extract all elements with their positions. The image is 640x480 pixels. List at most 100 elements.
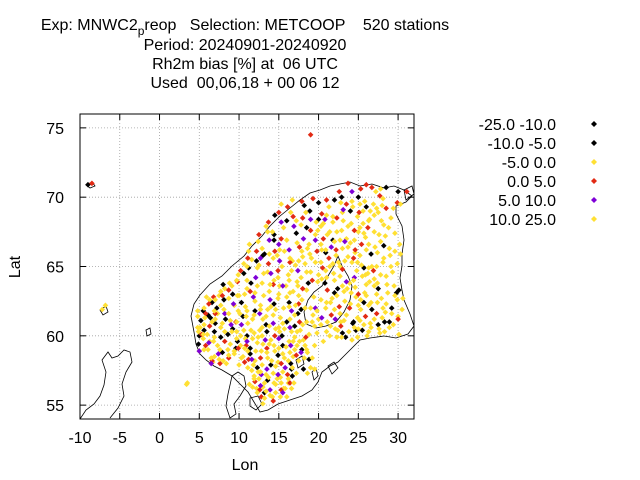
data-point: [333, 252, 339, 259]
data-point: [383, 301, 389, 307]
data-point: [272, 333, 278, 339]
data-point: [244, 338, 250, 345]
data-point: [251, 330, 257, 336]
data-point: [201, 327, 207, 334]
data-point: [264, 269, 271, 275]
data-point: [201, 305, 207, 311]
data-point: [343, 278, 350, 285]
x-tick-label: 0: [155, 430, 164, 447]
data-point: [217, 324, 224, 331]
x-tick-label: 10: [230, 430, 248, 447]
data-point: [206, 301, 212, 307]
data-point: [216, 356, 222, 363]
data-point: [281, 355, 288, 361]
data-point: [233, 335, 240, 342]
data-point: [310, 195, 316, 202]
data-point: [334, 215, 340, 221]
data-point: [247, 351, 253, 357]
data-point: [258, 371, 265, 378]
data-point: [338, 227, 345, 234]
data-point: [275, 359, 281, 365]
data-point: [365, 224, 371, 231]
data-point: [256, 387, 263, 393]
data-point: [322, 267, 329, 274]
data-point: [377, 238, 384, 245]
data-point: [252, 274, 259, 281]
data-point: [354, 314, 361, 321]
data-point: [342, 298, 348, 304]
data-point: [322, 216, 328, 223]
data-point: [339, 283, 346, 289]
data-point: [303, 224, 310, 231]
data-point: [250, 362, 257, 368]
data-point: [314, 330, 320, 336]
data-point: [225, 331, 231, 338]
data-point: [207, 314, 214, 321]
legend-label: -5.0 0.0: [502, 155, 556, 172]
data-point: [265, 260, 272, 267]
data-point: [201, 321, 207, 328]
legend: -25.0 -10.0 -10.0 -5.0 -5.0 0.0 0.0 5.0 5.0 …: [479, 117, 597, 229]
data-point: [396, 287, 402, 293]
data-point: [241, 359, 248, 365]
data-point: [272, 389, 279, 396]
data-point: [299, 285, 306, 292]
data-point: [244, 285, 250, 292]
data-point: [252, 357, 258, 364]
legend-label: 0.0 5.0: [507, 174, 556, 191]
data-point: [89, 180, 95, 187]
data-point: [293, 230, 300, 237]
data-point: [312, 259, 319, 266]
data-point: [221, 296, 227, 303]
x-tick-label: -5: [113, 430, 127, 447]
data-point: [196, 348, 203, 354]
data-point: [309, 319, 316, 325]
data-point: [293, 370, 300, 377]
data-point: [395, 316, 401, 322]
data-point: [359, 327, 366, 334]
data-point: [339, 266, 346, 273]
data-point: [202, 342, 209, 349]
data-point: [257, 302, 264, 309]
data-point: [276, 335, 282, 342]
data-point: [237, 333, 244, 339]
data-point: [289, 364, 296, 371]
data-point: [279, 389, 286, 396]
data-point: [215, 351, 222, 357]
data-point: [338, 323, 344, 329]
data-point: [242, 303, 249, 310]
data-point: [278, 219, 284, 225]
data-point: [233, 319, 240, 325]
data-point: [355, 291, 362, 298]
data-point: [354, 213, 361, 220]
data-point: [349, 337, 355, 343]
data-point: [373, 188, 379, 195]
data-point: [208, 355, 215, 361]
data-point: [295, 310, 301, 317]
data-point: [365, 241, 372, 248]
data-point: [374, 249, 381, 256]
data-point: [303, 346, 310, 353]
data-point: [312, 231, 319, 238]
coastline-map: [79, 181, 415, 420]
data-point: [244, 308, 250, 314]
data-point: [366, 216, 373, 223]
data-point: [243, 342, 250, 349]
data-point: [212, 320, 218, 327]
data-point: [315, 216, 322, 223]
data-point: [327, 299, 334, 306]
data-point: [334, 334, 340, 341]
data-point: [244, 333, 250, 339]
data-point: [370, 267, 377, 274]
data-point: [349, 188, 355, 195]
data-point: [337, 237, 343, 243]
data-point: [351, 324, 358, 331]
data-point: [365, 328, 372, 335]
data-point: [342, 258, 348, 264]
data-point: [233, 328, 240, 335]
data-point: [357, 252, 363, 259]
data-point: [195, 328, 202, 335]
data-point: [307, 131, 314, 138]
data-point: [217, 346, 223, 353]
data-point: [257, 369, 264, 375]
